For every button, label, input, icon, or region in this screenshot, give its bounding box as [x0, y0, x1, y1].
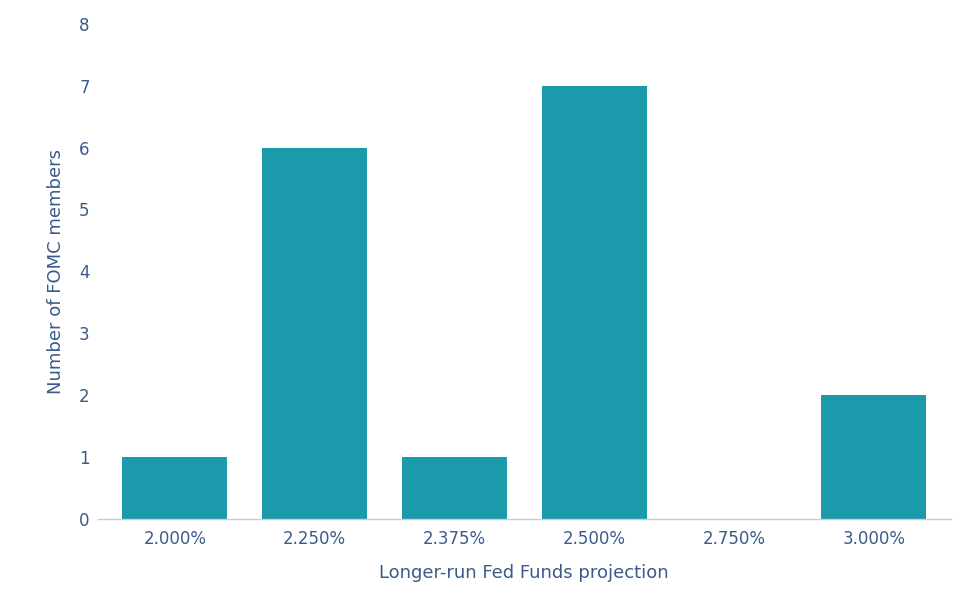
Bar: [821, 395, 926, 519]
X-axis label: Longer-run Fed Funds projection: Longer-run Fed Funds projection: [379, 564, 669, 582]
Y-axis label: Number of FOMC members: Number of FOMC members: [47, 148, 65, 394]
Bar: [542, 86, 647, 519]
Bar: [122, 457, 227, 519]
Bar: [402, 457, 507, 519]
Bar: [263, 148, 368, 519]
